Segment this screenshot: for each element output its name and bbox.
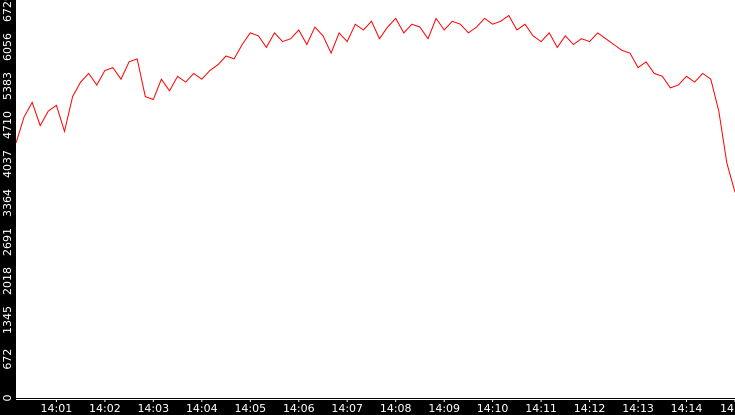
y-tick-label: 0 [1, 395, 14, 402]
x-tick-label: 14:11 [525, 402, 557, 415]
y-tick-labels: 0 672 1345 2018 2691 3364 4037 4710 5383 6056 6729 [1, 0, 14, 402]
x-tick-label: 14:12 [574, 402, 606, 415]
series-line [15, 14, 735, 193]
plot-background [16, 0, 735, 400]
y-tick-label: 4037 [1, 150, 14, 178]
x-tick-label: 14:08 [380, 402, 412, 415]
y-tick-label: 2691 [1, 228, 14, 256]
y-tick-label: 6729 [1, 0, 14, 22]
y-tick-label: 4710 [1, 111, 14, 139]
x-tick-label: 14:06 [283, 402, 315, 415]
x-tick-label: 14:02 [89, 402, 121, 415]
x-axis-strip [0, 400, 735, 415]
x-tick-label: 14:09 [428, 402, 460, 415]
x-tick-label: 14 [720, 402, 734, 415]
y-tick-label: 1345 [1, 306, 14, 334]
y-tick-label: 672 [1, 349, 14, 370]
y-tick-label: 3364 [1, 189, 14, 217]
x-tick-label: 14:10 [477, 402, 509, 415]
y-tick-label: 2018 [1, 267, 14, 295]
x-tick-label: 14:04 [186, 402, 218, 415]
x-tick-label: 14:03 [137, 402, 169, 415]
y-tick-label: 6056 [1, 33, 14, 61]
y-axis-strip [0, 0, 16, 400]
x-tick-label: 14:07 [331, 402, 363, 415]
x-tick-label: 14:01 [41, 402, 73, 415]
x-tick-label: 14:13 [622, 402, 654, 415]
y-tick-label: 5383 [1, 72, 14, 100]
x-tick-label: 14:05 [234, 402, 266, 415]
x-tick-label: 14:14 [671, 402, 703, 415]
x-tick-marks [55, 400, 735, 402]
x-tick-labels: 14:01 14:02 14:03 14:04 14:05 14:06 14:07 14:08… [41, 402, 734, 415]
